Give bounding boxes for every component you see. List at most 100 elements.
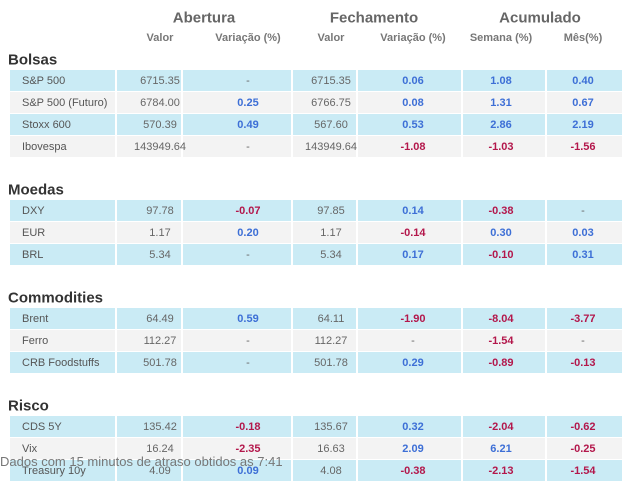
cell-value: -1.90 bbox=[400, 313, 426, 325]
row-label: BRL bbox=[22, 249, 44, 261]
cell-divider bbox=[356, 244, 358, 265]
cell-divider bbox=[356, 416, 358, 437]
cell-divider bbox=[115, 222, 117, 243]
cell-divider bbox=[356, 330, 358, 351]
cell-divider bbox=[461, 200, 463, 221]
cell-divider bbox=[356, 222, 358, 243]
cell-divider bbox=[181, 308, 183, 329]
cell-value: 1.31 bbox=[490, 97, 512, 109]
cell-divider bbox=[181, 352, 183, 373]
cell-value: 6.21 bbox=[490, 443, 512, 455]
cell-value: 0.59 bbox=[237, 313, 259, 325]
cell-divider bbox=[291, 460, 293, 481]
cell-value: -0.62 bbox=[570, 421, 596, 433]
cell-value: 2.86 bbox=[490, 119, 512, 131]
section-title: Bolsas bbox=[8, 51, 58, 69]
page: Abertura Fechamento Acumulado Valor Variação… bbox=[0, 9, 622, 481]
cell-value: 0.20 bbox=[237, 227, 259, 239]
cell-divider bbox=[291, 136, 293, 157]
cell-divider bbox=[291, 416, 293, 437]
cell-divider bbox=[181, 244, 183, 265]
cell-divider bbox=[545, 244, 547, 265]
cell-divider bbox=[461, 416, 463, 437]
column-header: Variação (%) bbox=[215, 32, 281, 44]
cell-value: -0.13 bbox=[570, 357, 596, 369]
cell-value: 0.49 bbox=[237, 119, 259, 131]
table-row: CRB Foodstuffs 501.78 - 501.78 0.29 -0.89 -0.1… bbox=[10, 352, 622, 373]
cell-value: -0.89 bbox=[488, 357, 514, 369]
cell-value: - bbox=[246, 249, 250, 261]
cell-divider bbox=[291, 92, 293, 113]
cell-value: -1.03 bbox=[488, 141, 514, 153]
cell-value: 135.67 bbox=[314, 421, 348, 433]
cell-value: - bbox=[246, 357, 250, 369]
cell-divider bbox=[181, 200, 183, 221]
cell-value: 1.17 bbox=[320, 227, 342, 239]
cell-value: -1.54 bbox=[488, 335, 514, 347]
cell-value: 6784.00 bbox=[140, 97, 180, 109]
cell-value: 1.08 bbox=[490, 75, 512, 87]
column-header: Valor bbox=[317, 32, 345, 44]
table-row: Ferro 112.27 - 112.27 - -1.54 - bbox=[10, 330, 622, 351]
cell-value: 567.60 bbox=[314, 119, 348, 131]
cell-divider bbox=[461, 438, 463, 459]
cell-value: - bbox=[581, 205, 585, 217]
cell-divider bbox=[181, 438, 183, 459]
cell-divider bbox=[115, 308, 117, 329]
cell-divider bbox=[291, 222, 293, 243]
cell-divider bbox=[461, 352, 463, 373]
cell-value: 112.27 bbox=[143, 335, 177, 347]
cell-value: 143949.64 bbox=[134, 141, 186, 153]
cell-divider bbox=[115, 136, 117, 157]
cell-divider bbox=[356, 352, 358, 373]
cell-divider bbox=[181, 92, 183, 113]
cell-divider bbox=[545, 352, 547, 373]
cell-value: 5.34 bbox=[149, 249, 171, 261]
section-title: Commodities bbox=[8, 289, 104, 307]
cell-value: 0.06 bbox=[402, 75, 424, 87]
cell-value: -1.08 bbox=[400, 141, 426, 153]
cell-value: 2.19 bbox=[572, 119, 594, 131]
cell-divider bbox=[461, 70, 463, 91]
cell-divider bbox=[356, 460, 358, 481]
cell-value: -0.18 bbox=[235, 421, 261, 433]
cell-value: - bbox=[581, 335, 585, 347]
group-header: Fechamento bbox=[329, 9, 419, 27]
section-title: Moedas bbox=[8, 181, 64, 199]
cell-divider bbox=[115, 330, 117, 351]
row-label: EUR bbox=[22, 227, 46, 239]
table-row: S&P 500 (Futuro) 6784.00 0.25 6766.75 0.08 1.… bbox=[10, 92, 622, 113]
cell-value: 135.42 bbox=[143, 421, 177, 433]
cell-value: 0.53 bbox=[402, 119, 424, 131]
cell-divider bbox=[356, 200, 358, 221]
cell-value: -0.07 bbox=[235, 205, 261, 217]
cell-value: 570.39 bbox=[143, 119, 177, 131]
row-label: Ferro bbox=[22, 335, 49, 347]
cell-divider bbox=[115, 438, 117, 459]
cell-divider bbox=[545, 114, 547, 135]
cell-value: 1.17 bbox=[149, 227, 171, 239]
cell-value: 0.31 bbox=[572, 249, 594, 261]
cell-value: -0.38 bbox=[488, 205, 514, 217]
cell-value: 97.85 bbox=[317, 205, 345, 217]
cell-value: 112.27 bbox=[314, 335, 348, 347]
cell-divider bbox=[115, 352, 117, 373]
cell-divider bbox=[356, 114, 358, 135]
cell-value: 16.24 bbox=[146, 443, 174, 455]
cell-value: 6715.35 bbox=[140, 75, 180, 87]
table-row: Brent 64.49 0.59 64.11 -1.90 -8.04 -3.77 bbox=[10, 308, 622, 329]
cell-divider bbox=[291, 308, 293, 329]
cell-divider bbox=[291, 352, 293, 373]
section-title: Risco bbox=[8, 397, 49, 415]
cell-divider bbox=[545, 330, 547, 351]
column-header: Valor bbox=[146, 32, 174, 44]
table-row: Vix 16.24 -2.35 16.63 2.09 6.21 -0.25 bbox=[10, 438, 622, 459]
cell-value: -2.04 bbox=[488, 421, 514, 433]
table-row: Ibovespa 143949.64 - 143949.64 -1.08 -1.03 -1.… bbox=[10, 136, 622, 157]
cell-value: 143949.64 bbox=[305, 141, 357, 153]
column-header: Semana (%) bbox=[469, 32, 533, 44]
cell-divider bbox=[115, 70, 117, 91]
row-label: Brent bbox=[22, 313, 49, 325]
cell-value: 501.78 bbox=[314, 357, 348, 369]
cell-divider bbox=[545, 92, 547, 113]
